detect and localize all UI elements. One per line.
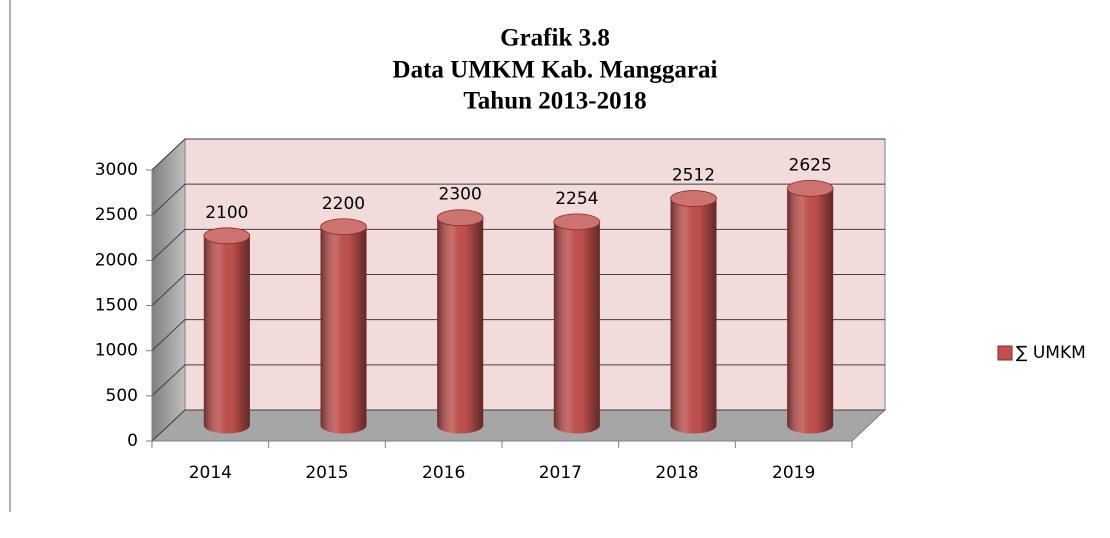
y-tick-label: 0: [127, 431, 138, 451]
bar-shade: [553, 221, 600, 434]
grid-line: [151, 138, 885, 171]
bar-shade: [437, 217, 484, 434]
y-tick-label: 2500: [95, 205, 138, 225]
grid-line: [151, 228, 885, 261]
bar-top-shade: [320, 218, 367, 236]
data-label: 2625: [789, 155, 832, 175]
bar-shade: [320, 226, 367, 434]
grid-line: [151, 274, 885, 306]
bar-top-shade: [786, 179, 834, 197]
grid-line: [151, 409, 885, 442]
x-tick-label: 2017: [539, 463, 582, 483]
chart-title: Grafik 3.8: [500, 25, 610, 52]
chart-title: Data UMKM Kab. Manggarai: [393, 57, 718, 84]
bar-top: [787, 180, 834, 197]
x-tick-label: 2018: [655, 463, 698, 483]
y-tick-label: 3000: [95, 160, 138, 180]
data-label: 2512: [672, 166, 715, 186]
bar-top-shade: [436, 209, 484, 227]
grid-line: [151, 319, 885, 352]
x-tick-label: 2015: [305, 463, 348, 483]
bar-top-shade: [553, 213, 601, 231]
y-tick-label: 2000: [95, 250, 138, 270]
y-tick-label: 500: [106, 386, 138, 406]
x-tick-label: 2014: [189, 463, 232, 483]
data-label: 2300: [439, 185, 482, 205]
x-tick-label: 2019: [772, 463, 815, 483]
bar-top: [437, 209, 484, 226]
bar-shade: [670, 198, 717, 434]
y-tick-label: 1000: [95, 341, 138, 361]
bar-top: [320, 218, 367, 235]
data-label: 2254: [555, 189, 598, 209]
floor: [150, 409, 887, 442]
bar-top: [553, 213, 600, 230]
bar-top-shade: [670, 190, 717, 207]
x-tick-label: 2016: [422, 463, 465, 483]
bar-shade: [787, 188, 834, 434]
bar-top: [203, 227, 250, 244]
legend-label: ∑ UMKM: [1016, 343, 1086, 363]
bar-top: [670, 190, 717, 207]
chart-title: Tahun 2013-2018: [463, 88, 646, 115]
grid-line: [151, 364, 885, 397]
bar-shade: [203, 235, 250, 434]
data-label: 2200: [322, 194, 365, 214]
legend-swatch: [997, 345, 1013, 361]
data-label: 2100: [205, 203, 248, 223]
grid-line: [151, 183, 885, 216]
bar-top-shade: [203, 227, 251, 245]
y-tick-label: 1500: [95, 296, 138, 316]
